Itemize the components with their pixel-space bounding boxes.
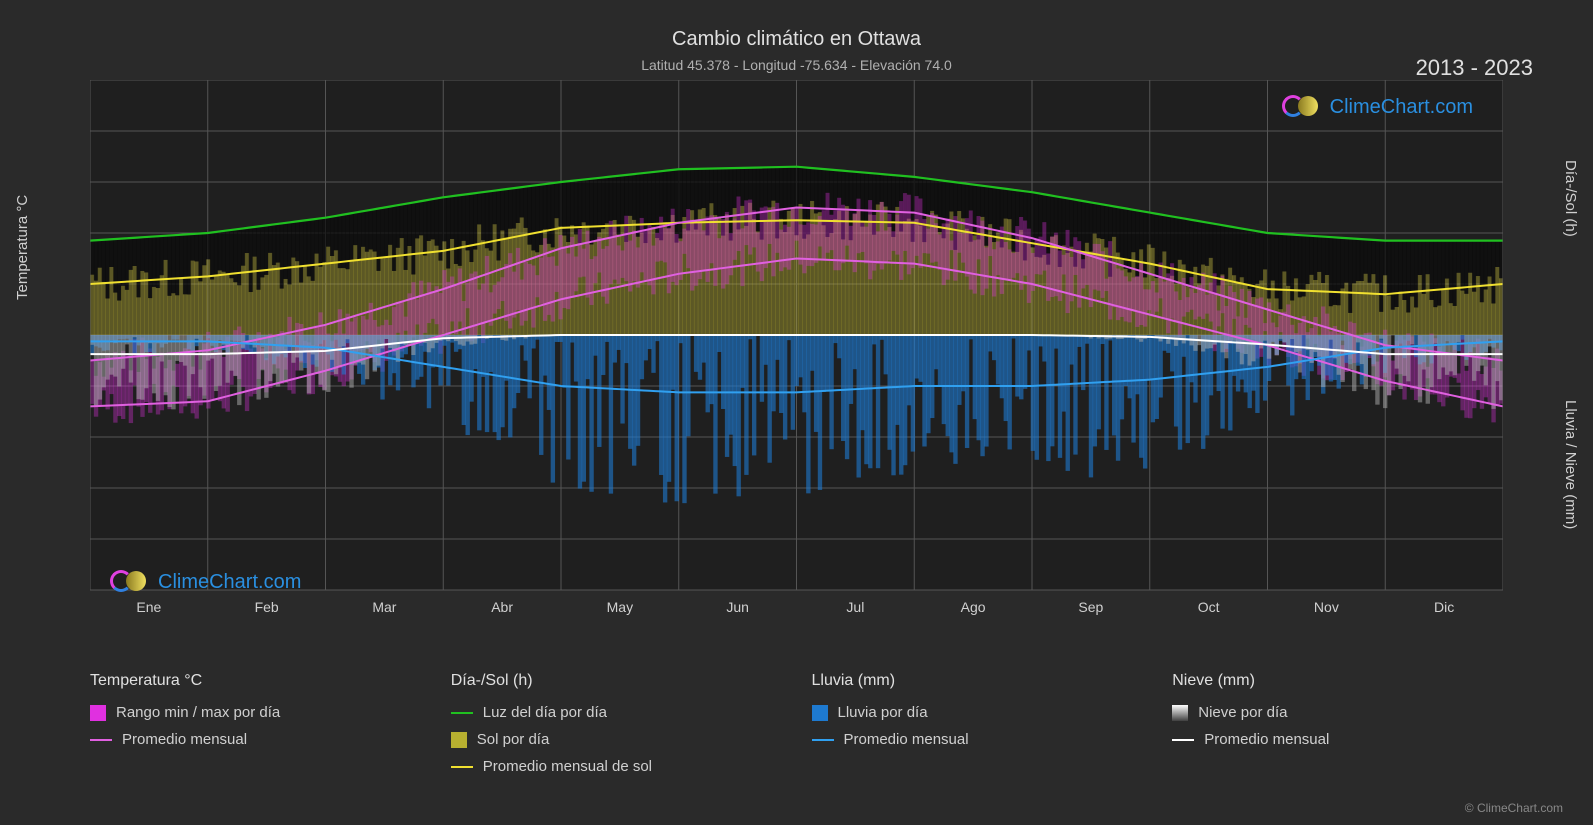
legend-label: Nieve por día [1198,704,1287,721]
svg-text:Sep: Sep [1078,599,1103,615]
legend-group-title: Nieve (mm) [1172,672,1503,690]
legend-item: Promedio mensual [1172,731,1503,748]
brand-logo: ClimeChart.com [110,570,301,594]
legend-item: Sol por día [451,731,782,748]
y-axis-right-top-label: Día-/Sol (h) [1562,160,1579,237]
legend-item: Nieve por día [1172,704,1503,721]
legend-swatch [451,732,467,748]
chart-svg: -50-40-30-20-100102030405006121824010203… [90,80,1503,625]
legend-group: Nieve (mm) Nieve por día Promedio mensual [1172,672,1503,785]
watermark-top-right: ClimeChart.com [1282,95,1473,124]
svg-text:Ago: Ago [961,599,986,615]
svg-text:Jun: Jun [726,599,749,615]
legend-item: Promedio mensual de sol [451,758,782,775]
chart-title: Cambio climático en Ottawa [20,28,1573,51]
y-axis-left-label: Temperatura °C [14,195,31,300]
legend-label: Promedio mensual de sol [483,758,652,775]
legend-swatch [1172,705,1188,721]
svg-text:Dic: Dic [1434,599,1454,615]
legend: Temperatura °C Rango min / max por día Pro… [90,672,1503,785]
svg-text:Ene: Ene [136,599,161,615]
legend-label: Promedio mensual [122,731,247,748]
svg-text:Oct: Oct [1198,599,1220,615]
legend-swatch [1172,739,1194,741]
legend-label: Rango min / max por día [116,704,280,721]
legend-group-title: Temperatura °C [90,672,421,690]
legend-swatch [812,705,828,721]
brand-logo-icon [1282,95,1324,119]
legend-group: Día-/Sol (h) Luz del día por día Sol por d… [451,672,782,785]
legend-group: Temperatura °C Rango min / max por día Pro… [90,672,421,785]
brand-text: ClimeChart.com [158,571,301,594]
legend-swatch [812,739,834,741]
brand-logo: ClimeChart.com [1282,95,1473,119]
plot-area: -50-40-30-20-100102030405006121824010203… [90,80,1503,625]
legend-item: Promedio mensual [90,731,421,748]
brand-logo-icon [110,570,152,594]
brand-text: ClimeChart.com [1330,96,1473,119]
svg-text:May: May [607,599,633,615]
legend-swatch [90,705,106,721]
legend-label: Promedio mensual [1204,731,1329,748]
svg-text:Mar: Mar [372,599,396,615]
legend-group-title: Lluvia (mm) [812,672,1143,690]
legend-group: Lluvia (mm) Lluvia por día Promedio mensua… [812,672,1143,785]
legend-swatch [451,712,473,714]
legend-label: Luz del día por día [483,704,607,721]
svg-text:Nov: Nov [1314,599,1339,615]
legend-item: Luz del día por día [451,704,782,721]
legend-label: Promedio mensual [844,731,969,748]
copyright: © ClimeChart.com [1465,801,1563,815]
svg-text:Feb: Feb [255,599,279,615]
svg-text:Abr: Abr [491,599,513,615]
legend-label: Sol por día [477,731,550,748]
chart-subtitle: Latitud 45.378 - Longitud -75.634 - Elev… [20,57,1573,73]
svg-text:Jul: Jul [846,599,864,615]
legend-item: Promedio mensual [812,731,1143,748]
legend-label: Lluvia por día [838,704,928,721]
legend-item: Lluvia por día [812,704,1143,721]
legend-group-title: Día-/Sol (h) [451,672,782,690]
chart-container: Cambio climático en Ottawa Latitud 45.37… [0,0,1593,825]
legend-item: Rango min / max por día [90,704,421,721]
legend-swatch [451,766,473,768]
watermark-bottom-left: ClimeChart.com [110,570,301,599]
legend-swatch [90,739,112,741]
y-axis-right-bottom-label: Lluvia / Nieve (mm) [1562,400,1579,529]
year-range: 2013 - 2023 [1416,55,1533,81]
